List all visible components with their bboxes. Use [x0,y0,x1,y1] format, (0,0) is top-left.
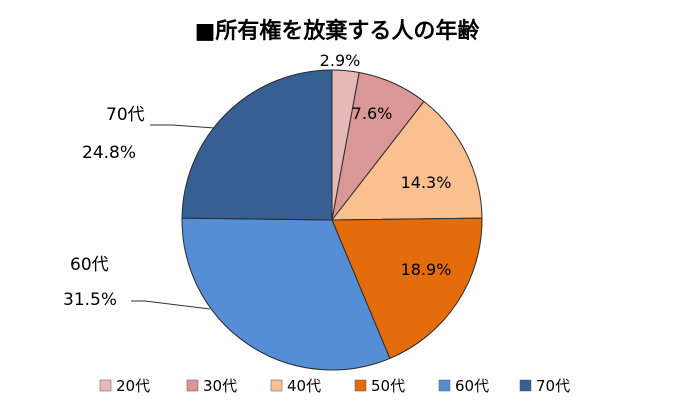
legend-label-1: 20代 [116,377,150,395]
legend-swatch-2 [186,379,199,392]
slice-category-label-6: 70代 [106,105,145,125]
legend-swatch-3 [270,379,283,392]
pie-slice-4 [331,217,483,360]
data-labels: 2.9% 7.6% 14.3% 18.9% 60代 31.5% 70代 24.8% [63,51,451,310]
slice-value-label-1: 2.9% [320,51,361,70]
slice-value-label-4: 18.9% [401,260,452,279]
legend-label-2: 30代 [203,377,237,395]
leader-line-5 [131,300,211,310]
legend-swatch-5 [438,379,451,392]
legend-swatch-1 [99,379,112,392]
chart-title: ■所有権を放棄する人の年齢 [195,18,481,44]
pie-slice-3 [330,100,483,221]
slice-value-label-2: 7.6% [352,104,393,123]
pie-slice-6 [181,69,333,221]
legend-label-3: 40代 [287,377,321,395]
leader-lines [131,124,216,310]
legend-label-4: 50代 [371,377,405,395]
slice-value-label-3: 14.3% [401,173,452,192]
legend-label-5: 60代 [455,377,489,395]
slice-category-label-5: 60代 [70,255,109,275]
leader-line-6 [150,124,216,129]
legend-swatch-6 [519,379,532,392]
legend: 20代 30代 40代 50代 60代 70代 [99,377,570,395]
pie-slices [181,69,483,371]
pie-slice-5 [181,217,391,371]
slice-value-label-5: 31.5% [63,290,117,310]
legend-swatch-4 [354,379,367,392]
slice-value-label-6: 24.8% [82,143,136,163]
legend-label-6: 70代 [536,377,570,395]
